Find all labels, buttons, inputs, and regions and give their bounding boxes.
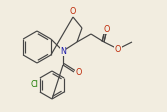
Text: N: N [60,46,66,56]
Text: Cl: Cl [30,80,38,89]
Text: O: O [104,25,110,33]
Text: O: O [70,7,76,16]
Text: O: O [75,68,81,76]
Text: O: O [115,44,121,54]
